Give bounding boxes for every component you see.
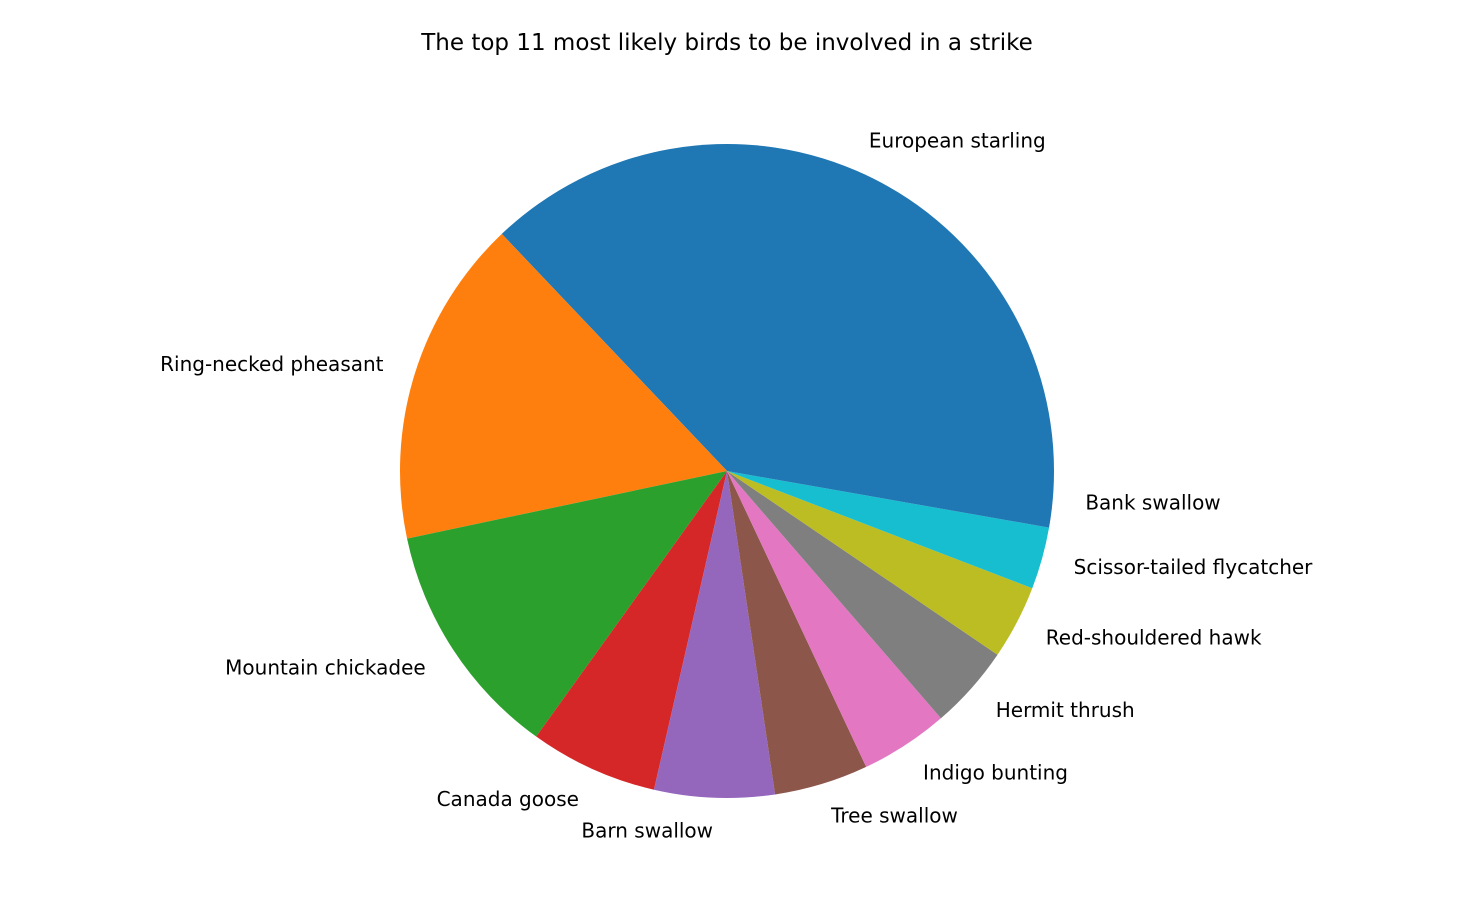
pie-slice-canada-goose [536,471,727,790]
pie-slice-scissor-tailed-flycatcher [727,471,1050,589]
chart-title: The top 11 most likely birds to be invol… [420,30,1033,56]
pie-slice-red-shouldered-hawk [727,471,1033,655]
pie-label-bank-swallow: Bank swallow [1085,490,1220,514]
pie-label-red-shouldered-hawk: Red-shouldered hawk [1046,626,1262,650]
pie-label-barn-swallow: Barn swallow [581,818,713,842]
pie-slice-bank-swallow [727,471,1054,528]
pie-slice-tree-swallow [727,471,867,795]
pie-slices [399,143,1055,798]
pie-slice-barn-swallow [653,471,776,798]
pie-slice-european-starling [501,143,1055,472]
pie-slice-ring-necked-pheasant [399,233,727,539]
pie-slice-mountain-chickadee [407,471,727,737]
pie-label-hermit-thrush: Hermit thrush [996,698,1135,722]
pie-label-indigo-bunting: Indigo bunting [923,761,1068,785]
pie-label-scissor-tailed-flycatcher: Scissor-tailed flycatcher [1074,555,1314,579]
pie-label-canada-goose: Canada goose [437,787,579,811]
pie-label-tree-swallow: Tree swallow [830,803,958,827]
pie-label-european-starling: European starling [869,128,1046,152]
pie-label-mountain-chickadee: Mountain chickadee [225,656,426,680]
pie-slice-hermit-thrush [727,471,998,719]
pie-label-ring-necked-pheasant: Ring-necked pheasant [160,352,384,376]
pie-labels: European starling Ring-necked pheasant Mou… [160,128,1313,842]
pie-slice-indigo-bunting [727,471,941,767]
